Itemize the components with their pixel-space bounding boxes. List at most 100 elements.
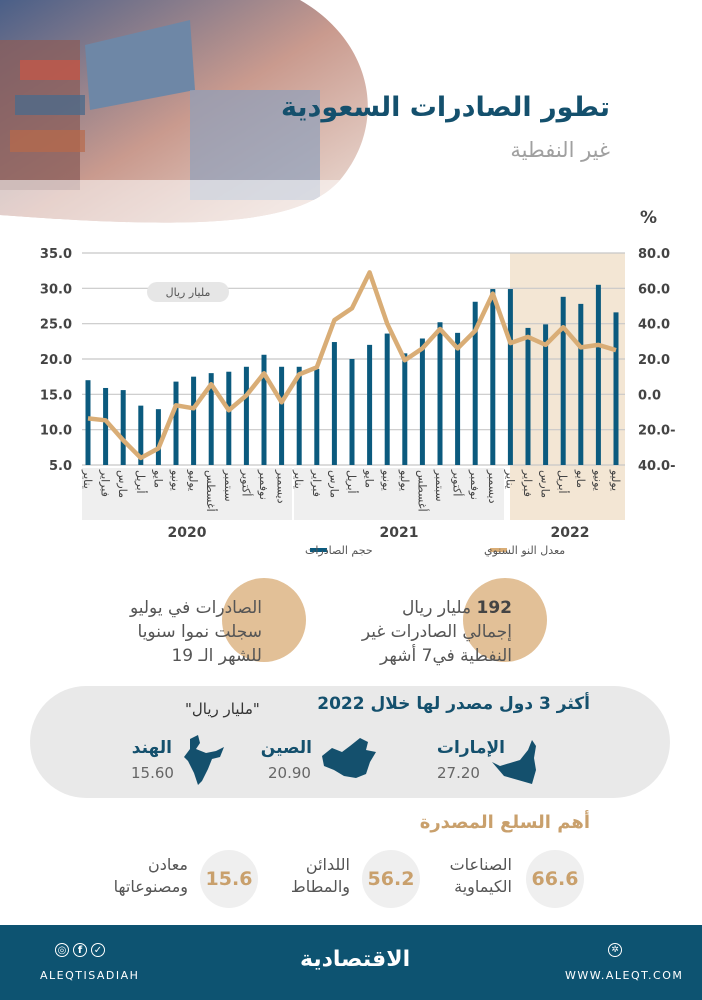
bar-exports: [578, 303, 584, 465]
highlight-circle: [463, 578, 547, 662]
footer: ◎ f ✓ ALEQTISADIAH الاقتصادية ✲ WWW.ALEQ…: [0, 925, 702, 1000]
bar-exports: [560, 296, 566, 465]
right-axis-tick: 20.0: [638, 353, 670, 368]
bar-exports: [367, 344, 373, 465]
left-axis-tick: 20.0: [40, 353, 72, 368]
countries-title: أكثر 3 دول مصدر لها خلال 2022: [317, 694, 590, 714]
highlight-line: مليار ريال: [401, 598, 472, 618]
bar-exports: [490, 289, 496, 465]
social-handle[interactable]: ALEQTISADIAH: [40, 969, 140, 982]
month-label: مارس: [539, 470, 552, 498]
bar-exports: [279, 366, 285, 465]
bar-exports: [243, 366, 249, 465]
bar-exports: [613, 312, 619, 465]
month-label: نوفمبر: [468, 469, 481, 500]
month-label: أكتوبر: [239, 469, 253, 496]
goods-label-line: معادن: [147, 855, 188, 874]
bar-exports: [455, 332, 461, 465]
bar-exports: [402, 353, 408, 465]
goods-label-line: ومصنوعاتها: [113, 877, 188, 896]
highlight-line: الصادرات في يوليو: [129, 598, 262, 618]
bar-exports: [349, 359, 355, 465]
legend-label-exports: حجم الصادرات: [305, 544, 373, 557]
year-label: 2020: [168, 525, 207, 541]
country-name-uae: الإمارات: [436, 738, 505, 758]
bar-exports: [296, 366, 302, 465]
left-axis-tick: 30.0: [40, 282, 72, 297]
highlight-total-exports: 192 مليار ريال إجمالي الصادرات غير النفط…: [362, 596, 512, 668]
country-value-uae: 27.20: [437, 764, 480, 782]
month-label: فبراير: [99, 469, 112, 497]
month-label: أبريل: [345, 470, 359, 494]
left-axis-tick: 10.0: [40, 424, 72, 439]
goods-label-line: والمطاط: [290, 877, 350, 896]
month-label: فبراير: [521, 469, 534, 497]
highlight-line: النفطية في7 أشهر: [380, 646, 512, 666]
bar-exports: [384, 333, 390, 465]
bar-exports: [138, 405, 144, 465]
page-title: تطور الصادرات السعودية: [280, 92, 610, 123]
website-link[interactable]: WWW.ALEQT.COM: [565, 969, 684, 982]
bar-exports: [103, 387, 109, 465]
highlight-circle: [222, 578, 306, 662]
year-band-2020: [82, 468, 292, 520]
aleqt-logo: الاقتصادية: [300, 947, 411, 972]
month-label: أبريل: [556, 470, 570, 494]
exports-chart: 35.0 80.0 30.0 60.0 25.0 40.0 20.0 20.0 15.0 0.0 1…: [40, 247, 676, 557]
month-label: مايو: [574, 469, 587, 488]
goods-label-line: اللدائن: [305, 855, 350, 874]
month-label: يوليو: [398, 469, 411, 491]
month-label: يونيو: [169, 469, 182, 491]
year-band-2021: [294, 468, 504, 520]
month-label: سبتمبر: [433, 469, 446, 502]
month-label: يناير: [503, 469, 516, 489]
twitter-icon[interactable]: ✓: [91, 943, 105, 957]
month-label: مارس: [116, 470, 129, 498]
goods-value-metals: 15.6: [200, 850, 258, 908]
country-value-india: 15.60: [131, 764, 174, 782]
highlight-line: للشهر الـ 19: [171, 646, 262, 666]
bar-exports: [155, 409, 161, 465]
right-axis-tick: 40.0-: [638, 459, 675, 474]
goods-label-line: الصناعات: [449, 855, 512, 874]
right-axis-tick: 0.0: [638, 388, 661, 403]
year-label: 2022: [551, 525, 590, 541]
left-axis-tick: 15.0: [40, 388, 72, 403]
bar-exports: [437, 322, 443, 465]
month-label: مايو: [151, 469, 164, 488]
bar-exports: [173, 381, 179, 465]
left-axis-tick: 35.0: [40, 247, 72, 262]
goods-title: أهم السلع المصدرة: [419, 812, 590, 833]
month-label: أبريل: [134, 470, 148, 494]
bar-exports: [507, 289, 513, 465]
goods-label-plastics: اللدائن والمطاط: [291, 854, 350, 898]
bar-exports: [419, 338, 425, 465]
highlight-july-growth: الصادرات في يوليو سجلت نموا سنويا للشهر …: [130, 596, 262, 668]
highlight-line: إجمالي الصادرات غير: [361, 622, 512, 642]
month-label: يناير: [292, 469, 305, 489]
top-countries-panel: [30, 686, 670, 798]
bar-exports: [208, 373, 214, 465]
bar-exports: [595, 284, 601, 465]
bar-exports: [314, 368, 320, 465]
facebook-icon[interactable]: f: [73, 943, 87, 957]
country-value-china: 20.90: [268, 764, 311, 782]
unit-pill: [147, 282, 229, 302]
goods-label-line: الكيماوية: [454, 877, 512, 896]
month-label: يناير: [81, 469, 94, 489]
india-map-icon: [184, 735, 224, 785]
instagram-icon[interactable]: ◎: [55, 943, 69, 957]
left-axis-tick: 5.0: [49, 459, 72, 474]
month-label: يوليو: [187, 469, 200, 491]
bar-exports: [191, 376, 197, 465]
goods-value-plastics: 56.2: [362, 850, 420, 908]
countries-unit: "مليار ريال": [185, 700, 260, 718]
bar-exports: [525, 327, 531, 465]
highlight-line: سجلت نموا سنويا: [137, 622, 262, 642]
goods-label-metals: معادن ومصنوعاتها: [114, 854, 188, 898]
unit-label: مليار ريال: [166, 286, 211, 299]
bar-exports: [331, 342, 337, 465]
month-label: ديسمبر: [275, 469, 288, 504]
page-subtitle: غير النفطية: [510, 138, 610, 162]
month-label: ديسمبر: [486, 469, 499, 504]
